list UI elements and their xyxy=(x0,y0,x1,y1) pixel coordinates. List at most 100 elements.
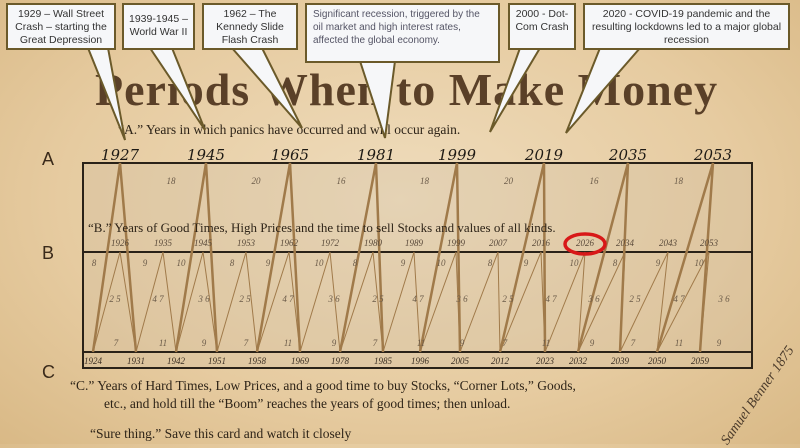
year-c-label: 1931 xyxy=(127,356,145,366)
interval-top-label: 10 xyxy=(176,258,186,268)
interval-bottom-label: 9 xyxy=(331,338,337,348)
chart-frame xyxy=(82,162,753,369)
interval-top-label: 8 xyxy=(612,258,618,268)
interval-top-label: 10 xyxy=(314,258,324,268)
cycle-a-line xyxy=(418,162,462,353)
year-a-label: 2019 xyxy=(524,146,564,164)
year-b-label: 1989 xyxy=(405,238,423,248)
cycle-b-line xyxy=(135,251,177,353)
hand-pointer-a: A xyxy=(42,149,55,169)
cycle-b-line xyxy=(382,251,421,353)
callout-1962: 1962 – The Kennedy Slide Flash Crash xyxy=(202,3,298,50)
cycle-b-line xyxy=(544,251,586,353)
year-b-label: 1999 xyxy=(447,238,465,248)
interval-bottom-label: 11 xyxy=(674,338,684,348)
year-c-label: 1924 xyxy=(84,356,102,366)
interval-mid-label: 4 7 xyxy=(152,294,164,304)
year-c-label: 2012 xyxy=(491,356,509,366)
hand-pointer-b: B xyxy=(42,243,55,263)
interval-a-label: 18 xyxy=(674,176,683,186)
interval-bottom-label: 11 xyxy=(416,338,426,348)
line-c-text-1: “C.” Years of Hard Times, Low Prices, an… xyxy=(70,378,576,393)
year-b-label: 1980 xyxy=(364,238,382,248)
callout-pointer xyxy=(565,47,643,134)
cycle-b-line xyxy=(619,251,669,353)
callout-2000: 2000 - Dot-Com Crash xyxy=(508,3,576,50)
interval-bottom-label: 9 xyxy=(589,338,595,348)
callout-pointer xyxy=(358,60,397,139)
interval-mid-label: 2 5 xyxy=(239,294,251,304)
interval-bottom-label: 11 xyxy=(541,338,551,348)
interval-a-label: 18 xyxy=(420,176,429,186)
year-c-label: 2050 xyxy=(648,356,666,366)
interval-top-label: 9 xyxy=(523,258,529,268)
cycle-b-line xyxy=(216,251,258,353)
cycle-a-line xyxy=(255,162,302,353)
year-c-label: 1969 xyxy=(291,356,309,366)
cycle-b-line xyxy=(175,251,218,353)
interval-top-label: 10 xyxy=(694,258,704,268)
year-b-label: 2053 xyxy=(700,238,718,248)
year-b-label: 2016 xyxy=(532,238,550,248)
footer-text: “Sure thing.” Save this card and watch i… xyxy=(90,426,352,441)
year-b-label: 1945 xyxy=(194,238,212,248)
cycle-b-line xyxy=(256,251,301,353)
cycle-b-line xyxy=(92,251,137,353)
year-c-label: 1985 xyxy=(374,356,392,366)
year-b-label: 2026 xyxy=(576,238,594,248)
interval-mid-label: 3 6 xyxy=(588,294,600,304)
interval-bottom-label: 11 xyxy=(283,338,293,348)
interval-mid-label: 4 7 xyxy=(282,294,294,304)
year-b-label: 1935 xyxy=(154,238,172,248)
interval-bottom-label: 7 xyxy=(502,338,508,348)
callout-2020: 2020 - COVID-19 pandemic and the resulti… xyxy=(583,3,790,50)
year-b-label: 1926 xyxy=(111,238,129,248)
callout-oil-recession: Significant recession, triggered by the … xyxy=(305,3,500,63)
interval-mid-label: 2 5 xyxy=(629,294,641,304)
year-b-label: 2034 xyxy=(616,238,634,248)
line-c-text-2: etc., and hold till the “Boom” reaches t… xyxy=(104,396,511,411)
cycle-a-line xyxy=(655,162,715,353)
interval-top-label: 9 xyxy=(655,258,661,268)
hand-pointer-c: C xyxy=(42,362,55,382)
year-c-label: 2039 xyxy=(611,356,629,366)
interval-a-label: 20 xyxy=(251,176,261,186)
interval-mid-label: 2 5 xyxy=(372,294,384,304)
interval-mid-label: 2 5 xyxy=(109,294,121,304)
cycle-a-line xyxy=(174,162,219,353)
callout-1929: 1929 – Wall Street Crash – starting the … xyxy=(6,3,116,50)
interval-mid-label: 4 7 xyxy=(412,294,424,304)
interval-top-label: 10 xyxy=(569,258,579,268)
year-c-label: 1951 xyxy=(208,356,226,366)
interval-bottom-label: 7 xyxy=(243,338,249,348)
cycle-a-line xyxy=(338,162,385,353)
year-c-label: 2032 xyxy=(569,356,587,366)
interval-a-label: 16 xyxy=(589,176,599,186)
interval-top-label: 8 xyxy=(91,258,97,268)
interval-mid-label: 3 6 xyxy=(718,294,730,304)
cycle-b-line xyxy=(339,251,384,353)
cycle-b-line xyxy=(459,251,501,353)
callout-pointer xyxy=(229,47,303,129)
interval-bottom-label: 7 xyxy=(113,338,119,348)
interval-bottom-label: 11 xyxy=(158,338,168,348)
cycle-a-line xyxy=(576,162,630,353)
year-b-label: 1972 xyxy=(321,238,339,248)
callout-1939: 1939-1945 – World War II xyxy=(122,3,195,50)
callout-pointer xyxy=(86,47,126,141)
interval-mid-label: 4 7 xyxy=(545,294,557,304)
interval-top-label: 8 xyxy=(487,258,493,268)
year-a-label: 2035 xyxy=(608,146,648,164)
year-c-label: 1996 xyxy=(411,356,429,366)
interval-mid-label: 4 7 xyxy=(673,294,685,304)
year-a-label: 2053 xyxy=(693,146,733,164)
interval-bottom-label: 9 xyxy=(201,338,207,348)
interval-mid-label: 3 6 xyxy=(456,294,468,304)
year-b-label: 2043 xyxy=(659,238,677,248)
year-a-label: 1965 xyxy=(270,146,310,164)
interval-bottom-label: 7 xyxy=(630,338,636,348)
interval-a-label: 20 xyxy=(504,176,513,186)
interval-top-label: 9 xyxy=(142,258,148,268)
